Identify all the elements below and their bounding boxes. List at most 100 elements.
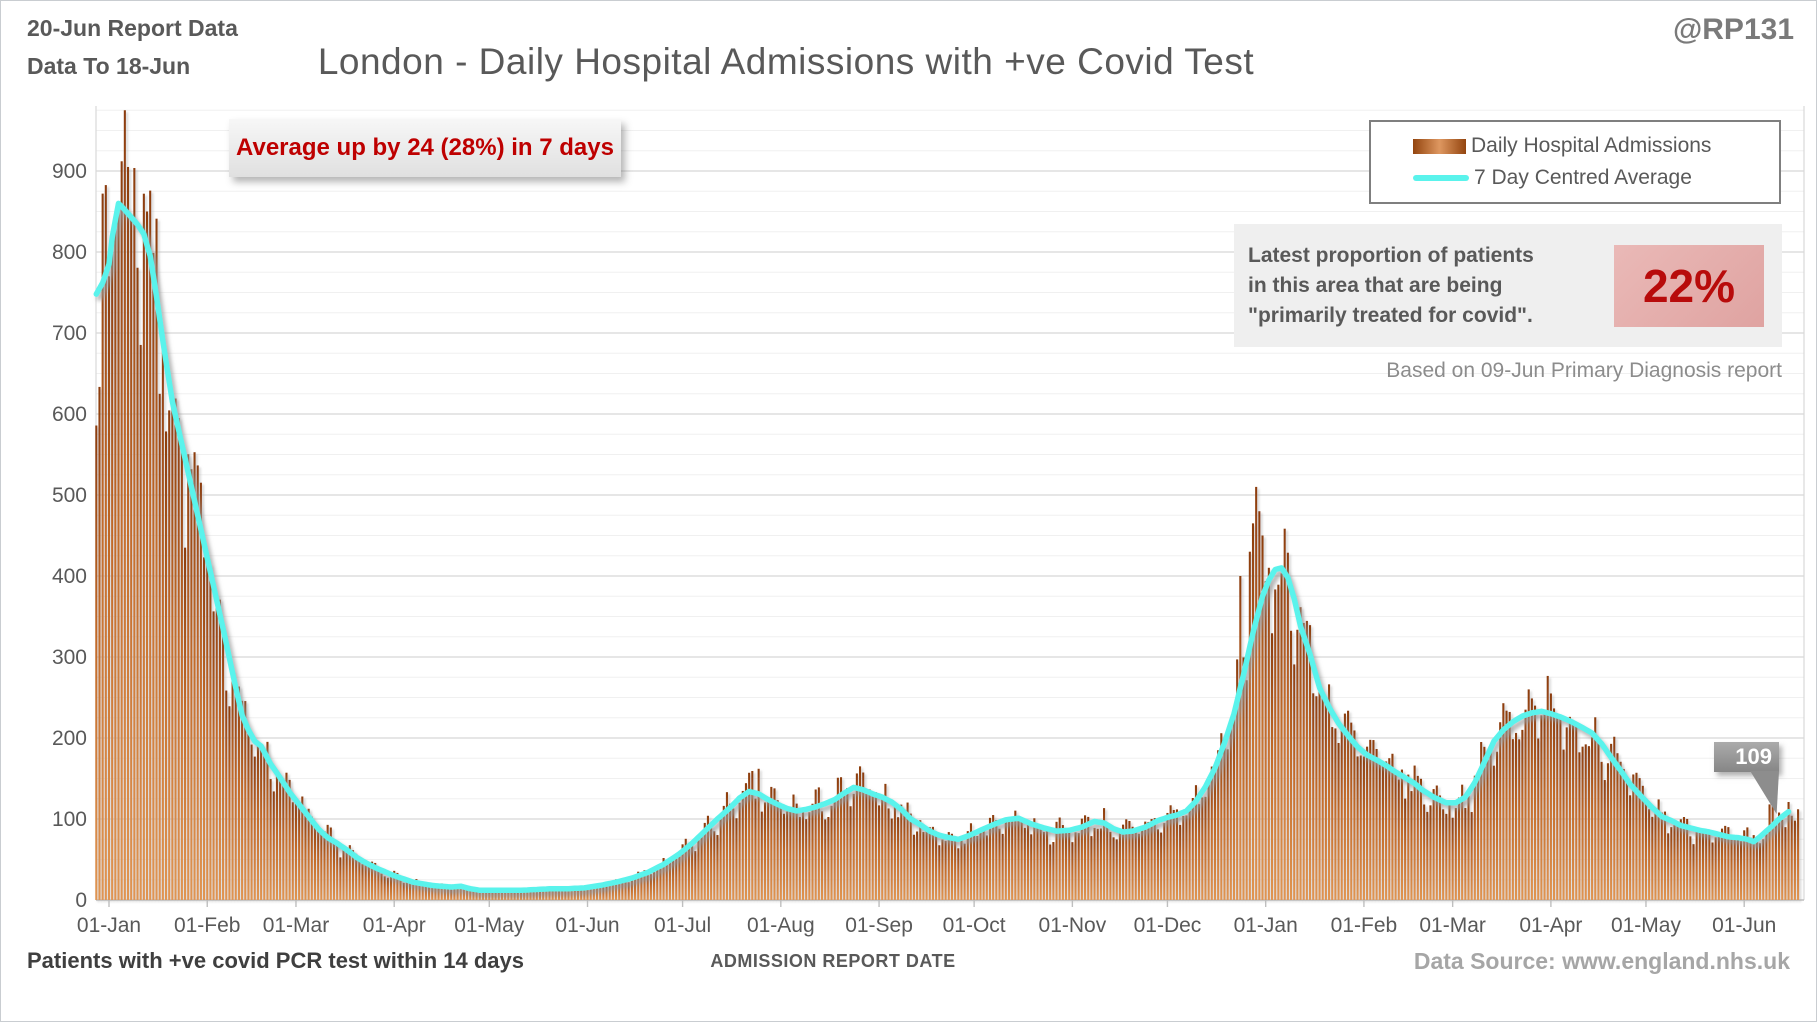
bar [976, 835, 979, 900]
bar [1575, 723, 1578, 900]
bar [481, 888, 484, 900]
bar [1049, 844, 1052, 900]
bar [773, 788, 776, 900]
bar [1720, 828, 1724, 900]
bar [729, 803, 732, 900]
bar [1280, 573, 1283, 900]
bar [1343, 713, 1346, 900]
bar [247, 733, 250, 900]
bar [960, 840, 963, 900]
bar [1518, 739, 1521, 900]
bar [1194, 785, 1198, 900]
bar [1749, 837, 1752, 900]
svg-text:01-Feb: 01-Feb [174, 914, 241, 937]
bar [282, 784, 285, 900]
bar [893, 804, 896, 900]
bar [298, 806, 301, 900]
bar [339, 857, 342, 900]
bar [1511, 739, 1514, 900]
bar [329, 827, 332, 900]
bar [713, 831, 716, 900]
bar [969, 823, 973, 900]
bar [351, 850, 355, 900]
bar [1435, 785, 1438, 900]
covid-proportion-value: 22% [1614, 244, 1764, 327]
bar [1258, 511, 1261, 900]
bar [935, 835, 938, 900]
bar [630, 880, 633, 900]
bar [890, 818, 893, 900]
bar [1410, 791, 1413, 900]
bar [928, 827, 931, 900]
bar [1242, 657, 1245, 900]
bar [1426, 811, 1429, 900]
bar [1264, 581, 1267, 900]
bar [722, 805, 725, 900]
bar [1508, 711, 1511, 900]
bar [678, 853, 681, 900]
bar [931, 826, 934, 900]
bar [1011, 821, 1014, 900]
bar [602, 887, 605, 900]
bar [1188, 806, 1191, 900]
line-swatch-icon [1413, 175, 1469, 181]
bar [1087, 816, 1090, 900]
bar [789, 811, 792, 900]
covid-proportion-line: "primarily treated for covid". [1248, 303, 1533, 327]
bar [510, 890, 513, 900]
bar [1610, 743, 1613, 900]
bar [719, 817, 722, 900]
bar [538, 891, 542, 900]
bar [1391, 753, 1394, 900]
bar [253, 756, 256, 900]
bar [1331, 727, 1334, 900]
bar [1651, 816, 1654, 900]
bar [1667, 833, 1670, 900]
bar [1001, 833, 1004, 900]
bar [1480, 742, 1483, 900]
bar [222, 629, 225, 900]
y-axis-labels: 0 100 200 300 400 500 600 700 800 900 [52, 160, 87, 912]
bar [279, 778, 282, 900]
bar [101, 193, 104, 901]
bar [1055, 821, 1058, 900]
covid-proportion-panel: Latest proportion of patients in this ar… [1234, 224, 1782, 347]
svg-text:0: 0 [75, 889, 87, 912]
bar [998, 828, 1001, 900]
bar [437, 885, 440, 900]
bar [415, 879, 418, 900]
bar [1093, 827, 1096, 900]
bar [776, 800, 779, 900]
bar [98, 386, 101, 900]
bar [1248, 551, 1251, 900]
bar [1191, 797, 1194, 900]
bar [1752, 835, 1755, 900]
bar [1540, 715, 1543, 900]
bar [1771, 793, 1774, 900]
daily-admissions-bars [95, 110, 1800, 901]
bar [580, 888, 583, 900]
bar [1451, 817, 1454, 900]
bar [798, 816, 801, 900]
x-axis-labels: 01-Jan 01-Feb 01-Mar 01-Apr 01-May 01-Jun 01-J… [77, 914, 1776, 937]
svg-text:01-Nov: 01-Nov [1039, 914, 1107, 937]
bar [326, 824, 329, 900]
bar [732, 808, 735, 900]
bar [1198, 804, 1201, 900]
svg-text:500: 500 [52, 484, 87, 507]
bar [1765, 832, 1768, 900]
bar [1039, 825, 1042, 900]
data-source: Data Source: www.england.nhs.uk [1413, 948, 1790, 974]
bar [428, 885, 431, 900]
bar [570, 886, 573, 900]
bar [1648, 809, 1651, 900]
bar [599, 884, 602, 900]
bar [212, 611, 215, 900]
bar [1448, 802, 1451, 900]
bar [231, 671, 234, 900]
bar [801, 811, 805, 900]
bar [1603, 780, 1606, 900]
bar [700, 833, 703, 900]
bar [954, 837, 957, 900]
bar [760, 811, 763, 900]
